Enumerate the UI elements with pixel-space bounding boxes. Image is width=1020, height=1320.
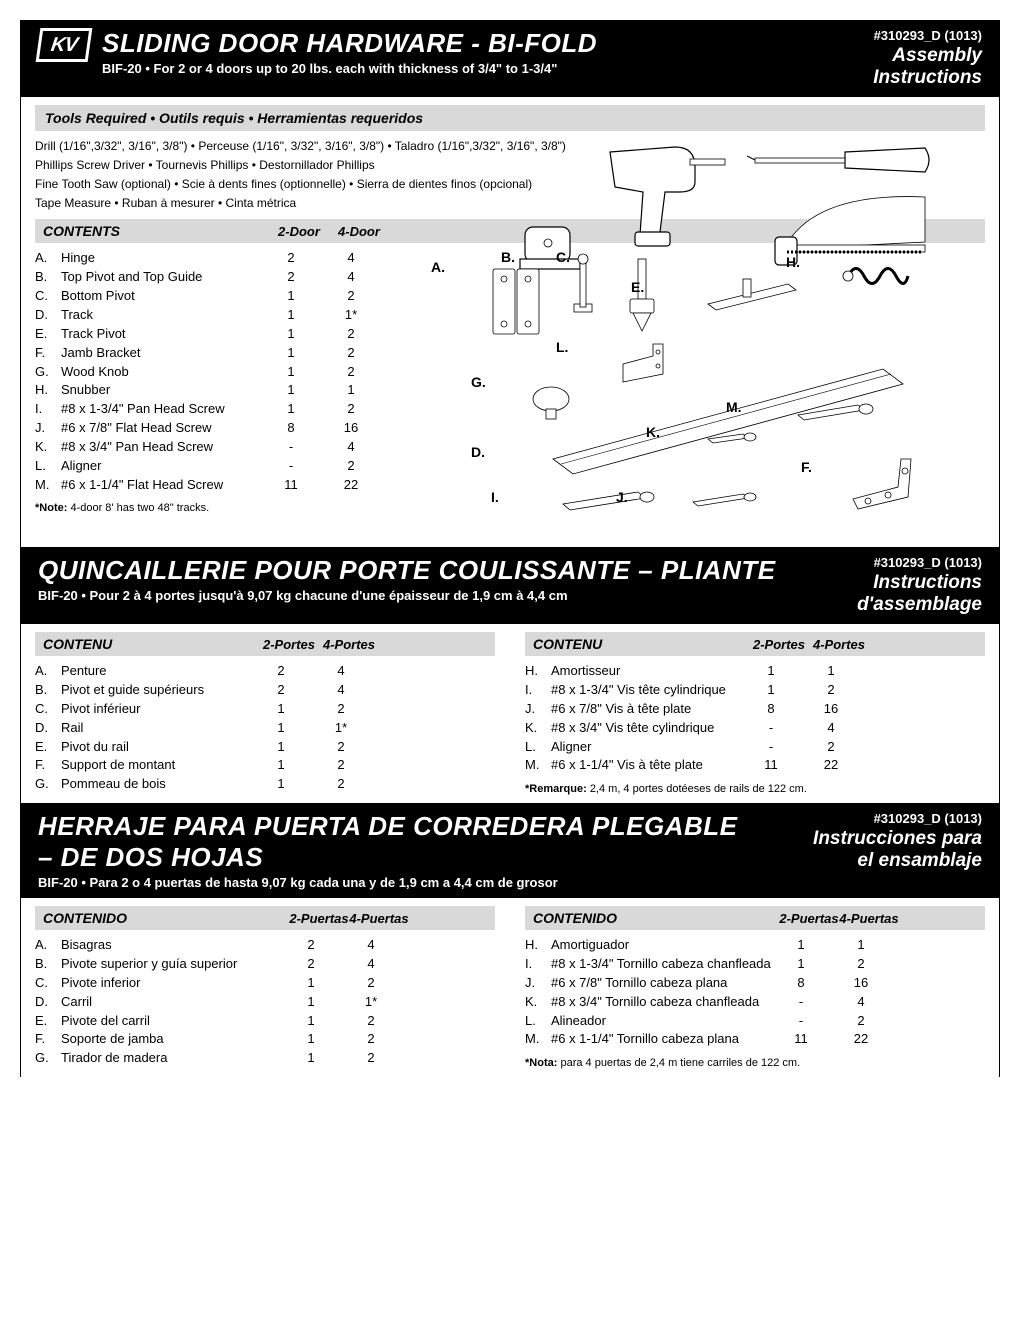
- diagram-label: M.: [726, 399, 742, 415]
- contents-header-es-left: CONTENIDO 2-Puertas 4-Puertas: [35, 906, 495, 930]
- table-row: J.#6 x 7/8" Flat Head Screw816: [35, 419, 381, 438]
- table-row: B.Top Pivot and Top Guide24: [35, 268, 381, 287]
- table-row: K.#8 x 3/4" Pan Head Screw-4: [35, 438, 381, 457]
- table-row: A.Bisagras24: [35, 936, 495, 955]
- kv-logo: KV: [36, 28, 93, 62]
- contents-note-en: *Note: 4-door 8' has two 48" tracks.: [35, 502, 381, 514]
- contents-es-section: CONTENIDO 2-Puertas 4-Puertas A.Bisagras…: [20, 898, 1000, 1077]
- table-row: J.#6 x 7/8" Vis à tête plate816: [525, 700, 985, 719]
- header-en: KV SLIDING DOOR HARDWARE - BI-FOLD BIF-2…: [20, 20, 1000, 97]
- tools-list: Drill (1/16",3/32", 3/16", 3/8") • Perce…: [35, 137, 595, 214]
- table-row: G.Tirador de madera12: [35, 1049, 495, 1068]
- diagram-label: J.: [616, 489, 628, 505]
- table-row: I.#8 x 1-3/4" Vis tête cylindrique12: [525, 681, 985, 700]
- table-row: L.Aligner-2: [35, 457, 381, 476]
- diagram-label: F.: [801, 459, 812, 475]
- table-row: E.Pivote del carril12: [35, 1012, 495, 1031]
- diagram-label: C.: [556, 249, 570, 265]
- tool-screwdriver-text: Phillips Screw Driver • Tournevis Philli…: [35, 156, 595, 175]
- table-row: C.Pivot inférieur12: [35, 700, 495, 719]
- diagram-label: D.: [471, 444, 485, 460]
- diagram-label: K.: [646, 424, 660, 440]
- screwdriver-icon: [755, 142, 935, 182]
- table-row: J.#6 x 7/8" Tornillo cabeza plana816: [525, 974, 985, 993]
- table-row: I.#8 x 1-3/4" Pan Head Screw12: [35, 400, 381, 419]
- diagram-label: I.: [491, 489, 499, 505]
- subtitle-en: BIF-20 • For 2 or 4 doors up to 20 lbs. …: [102, 61, 597, 76]
- table-row: E.Pivot du rail12: [35, 738, 495, 757]
- tools-header: Tools Required • Outils requis • Herrami…: [35, 105, 985, 131]
- table-row: C.Bottom Pivot12: [35, 287, 381, 306]
- contents-fr-section: CONTENU 2-Portes 4-Portes A.Penture24B.P…: [20, 624, 1000, 803]
- tool-saw-text: Fine Tooth Saw (optional) • Scie à dents…: [35, 175, 595, 194]
- table-row: A.Penture24: [35, 662, 495, 681]
- table-row: H.Amortisseur11: [525, 662, 985, 681]
- tool-tape-text: Tape Measure • Ruban à mesurer • Cinta m…: [35, 194, 595, 213]
- contents-table-en: A.Hinge24B.Top Pivot and Top Guide24C.Bo…: [35, 249, 381, 494]
- contents-table-fr-left: A.Penture24B.Pivot et guide supérieurs24…: [35, 662, 495, 794]
- diagram-label: B.: [501, 249, 515, 265]
- table-row: M.#6 x 1-1/4" Vis à tête plate1122: [525, 756, 985, 775]
- table-row: M.#6 x 1-1/4" Flat Head Screw1122: [35, 476, 381, 495]
- contents-table-es-left: A.Bisagras24B.Pivote superior y guía sup…: [35, 936, 495, 1068]
- table-row: H.Snubber11: [35, 381, 381, 400]
- diagram-label: L.: [556, 339, 568, 355]
- table-row: D.Carril11*: [35, 993, 495, 1012]
- header-fr: QUINCAILLERIE POUR PORTE COULISSANTE – P…: [20, 547, 1000, 624]
- header-right-fr: #310293_D (1013) Instructionsd'assemblag…: [857, 555, 982, 616]
- tool-drill-text: Drill (1/16",3/32", 3/16", 3/8") • Perce…: [35, 137, 595, 156]
- diagram-label: E.: [631, 279, 644, 295]
- table-row: F.Jamb Bracket12: [35, 344, 381, 363]
- table-row: F.Support de montant12: [35, 756, 495, 775]
- diagram-label: A.: [431, 259, 445, 275]
- subtitle-es: BIF-20 • Para 2 o 4 puertas de hasta 9,0…: [38, 875, 737, 890]
- contents-note-fr: *Remarque: 2,4 m, 4 portes dotéeses de r…: [525, 783, 985, 795]
- table-row: G.Wood Knob12: [35, 363, 381, 382]
- diagram-label: H.: [786, 254, 800, 270]
- table-row: E.Track Pivot12: [35, 325, 381, 344]
- header-right-en: #310293_D (1013) AssemblyInstructions: [873, 28, 982, 89]
- contents-table-es-right: H.Amortiguador11I.#8 x 1-3/4" Tornillo c…: [525, 936, 985, 1049]
- contents-table-fr-right: H.Amortisseur11I.#8 x 1-3/4" Vis tête cy…: [525, 662, 985, 775]
- contents-header-es-right: CONTENIDO 2-Puertas 4-Puertas: [525, 906, 985, 930]
- table-row: B.Pivot et guide supérieurs24: [35, 681, 495, 700]
- table-row: C.Pivote inferior12: [35, 974, 495, 993]
- table-row: K.#8 x 3/4" Vis tête cylindrique-4: [525, 719, 985, 738]
- table-row: A.Hinge24: [35, 249, 381, 268]
- table-row: B.Pivote superior y guía superior24: [35, 955, 495, 974]
- table-row: D.Track11*: [35, 306, 381, 325]
- table-row: M.#6 x 1-1/4" Tornillo cabeza plana1122: [525, 1030, 985, 1049]
- table-row: G.Pommeau de bois12: [35, 775, 495, 794]
- contents-header-fr-left: CONTENU 2-Portes 4-Portes: [35, 632, 495, 656]
- table-row: K.#8 x 3/4" Tornillo cabeza chanfleada-4: [525, 993, 985, 1012]
- subtitle-fr: BIF-20 • Pour 2 à 4 portes jusqu'à 9,07 …: [38, 588, 776, 603]
- table-row: L.Aligner-2: [525, 738, 985, 757]
- title-fr: QUINCAILLERIE POUR PORTE COULISSANTE – P…: [38, 555, 776, 586]
- parts-diagram: A. B. C. H. E. L. G. M. K. D. F. I. J.: [391, 249, 985, 539]
- doc-code: #310293_D (1013): [873, 28, 982, 43]
- contents-header-fr-right: CONTENU 2-Portes 4-Portes: [525, 632, 985, 656]
- table-row: F.Soporte de jamba12: [35, 1030, 495, 1049]
- title-es: HERRAJE PARA PUERTA DE CORREDERA PLEGABL…: [38, 811, 737, 873]
- instruction-sheet: KV SLIDING DOOR HARDWARE - BI-FOLD BIF-2…: [0, 0, 1020, 1097]
- header-right-es: #310293_D (1013) Instrucciones parael en…: [813, 811, 982, 872]
- diagram-label: G.: [471, 374, 486, 390]
- table-row: L.Alineador-2: [525, 1012, 985, 1031]
- table-row: D.Rail11*: [35, 719, 495, 738]
- title-en: SLIDING DOOR HARDWARE - BI-FOLD: [102, 28, 597, 59]
- tools-section: Tools Required • Outils requis • Herrami…: [20, 97, 1000, 548]
- drill-icon: [605, 137, 735, 247]
- header-es: HERRAJE PARA PUERTA DE CORREDERA PLEGABL…: [20, 803, 1000, 898]
- table-row: I.#8 x 1-3/4" Tornillo cabeza chanfleada…: [525, 955, 985, 974]
- table-row: H.Amortiguador11: [525, 936, 985, 955]
- contents-note-es: *Nota: para 4 puertas de 2,4 m tiene car…: [525, 1057, 985, 1069]
